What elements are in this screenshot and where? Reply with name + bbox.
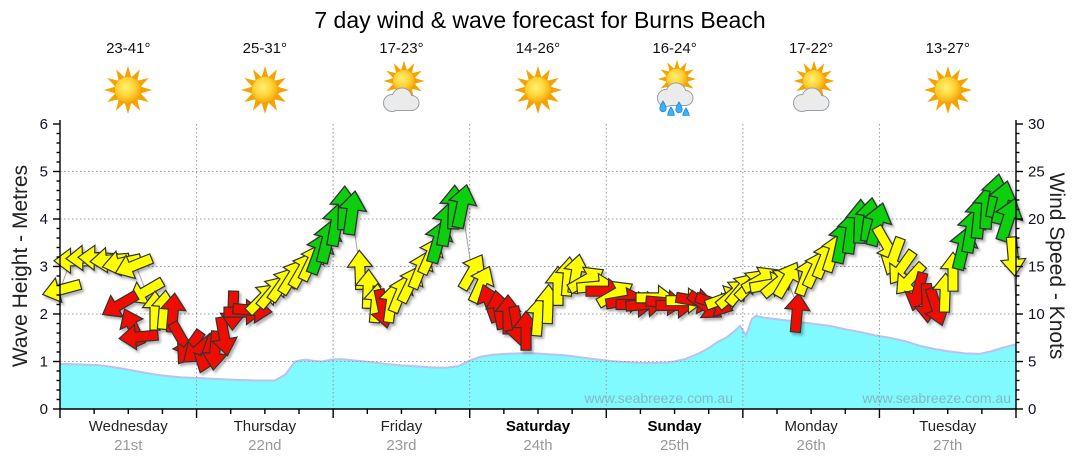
wind-arrow xyxy=(41,276,83,304)
day-name: Thursday xyxy=(233,418,297,435)
wind-arrow xyxy=(783,292,811,334)
day-name: Saturday xyxy=(505,418,571,435)
svg-text:15: 15 xyxy=(1028,259,1045,276)
svg-text:5: 5 xyxy=(1028,354,1036,371)
day-header: 25-31° xyxy=(197,40,334,116)
day-header: 17-23° xyxy=(333,40,470,116)
raindrop xyxy=(666,106,675,116)
day-label: Monday 26th xyxy=(743,418,880,456)
raindrop xyxy=(674,101,683,114)
wind-arrow xyxy=(337,190,368,236)
raindrop xyxy=(658,100,667,113)
svg-text:0: 0 xyxy=(1028,401,1036,418)
sun-icon xyxy=(104,66,153,114)
svg-text:6: 6 xyxy=(40,116,48,133)
day-name: Friday xyxy=(380,418,423,435)
svg-text:20: 20 xyxy=(1028,211,1045,228)
svg-text:25: 25 xyxy=(1028,164,1045,181)
sun-cloud-icon xyxy=(383,60,425,112)
day-label: Friday 23rd xyxy=(333,418,470,456)
sun-icon xyxy=(923,66,972,114)
axes xyxy=(53,120,1023,418)
watermark: www.seabreeze.com.au xyxy=(861,390,1011,406)
sun-icon xyxy=(513,66,562,114)
day-header: 14-26° xyxy=(470,40,607,116)
wave-area xyxy=(59,314,1017,409)
day-date: 23rd xyxy=(386,437,417,454)
sun-cloud-icon xyxy=(793,60,835,112)
day-name: Tuesday xyxy=(919,418,977,435)
day-header: 23-41° xyxy=(60,40,197,116)
day-name: Wednesday xyxy=(88,418,168,435)
wind-arrow xyxy=(467,265,495,305)
day-name: Sunday xyxy=(647,418,702,435)
wind-arrows xyxy=(41,173,1027,374)
svg-text:1: 1 xyxy=(40,354,48,371)
day-date: 27th xyxy=(933,437,963,454)
day-label: Sunday 25th xyxy=(606,418,743,456)
day-label: Tuesday 27th xyxy=(879,418,1016,456)
wind-arrow xyxy=(447,183,478,230)
day-date: 22nd xyxy=(248,437,282,454)
wind-arrow xyxy=(346,249,374,291)
svg-text:3: 3 xyxy=(40,259,48,276)
temp-range-label: 23-41° xyxy=(106,40,151,57)
temp-range-label: 25-31° xyxy=(242,40,288,57)
day-label: Wednesday 21st xyxy=(60,418,197,456)
sun-rain-icon xyxy=(656,60,696,116)
wind-arrow xyxy=(999,235,1027,277)
day-label: Saturday 24th xyxy=(470,418,607,456)
raindrop xyxy=(681,107,690,116)
day-date: 25th xyxy=(659,437,690,454)
temp-range-label: 13-27° xyxy=(925,40,970,57)
temp-range-label: 16-24° xyxy=(652,40,697,57)
svg-text:5: 5 xyxy=(40,164,48,181)
svg-text:2: 2 xyxy=(40,306,48,323)
wind-arrow xyxy=(211,315,239,357)
svg-text:0: 0 xyxy=(40,401,48,418)
temp-range-label: 17-23° xyxy=(379,40,424,57)
day-header: 17-22° xyxy=(743,40,880,116)
day-header: 16-24° xyxy=(606,40,743,116)
right-axis-title: Wind Speed - Knots xyxy=(1045,172,1068,360)
svg-text:4: 4 xyxy=(40,211,48,228)
watermark: www.seabreeze.com.au xyxy=(583,390,733,406)
wind-arrow xyxy=(863,201,893,248)
chart-title: 7 day wind & wave forecast for Burns Bea… xyxy=(314,7,766,33)
day-header: 13-27° xyxy=(879,40,1016,116)
day-date: 24th xyxy=(523,437,553,454)
day-date: 21st xyxy=(114,437,143,454)
sun-icon xyxy=(240,66,289,114)
day-label: Thursday 22nd xyxy=(197,418,334,456)
temp-range-label: 14-26° xyxy=(515,40,561,57)
wind-arrow xyxy=(118,323,160,351)
svg-text:10: 10 xyxy=(1028,306,1045,323)
temp-range-label: 17-22° xyxy=(788,40,834,57)
left-axis-title: Wave Height - Metres xyxy=(9,164,32,368)
day-name: Monday xyxy=(784,418,838,435)
wind-arrow xyxy=(114,253,155,280)
tick-labels: 0 1 2 3 4 5 6 0 5 10 15 20 25 30 xyxy=(40,116,1045,418)
day-date: 26th xyxy=(796,437,826,454)
svg-text:30: 30 xyxy=(1028,116,1045,133)
